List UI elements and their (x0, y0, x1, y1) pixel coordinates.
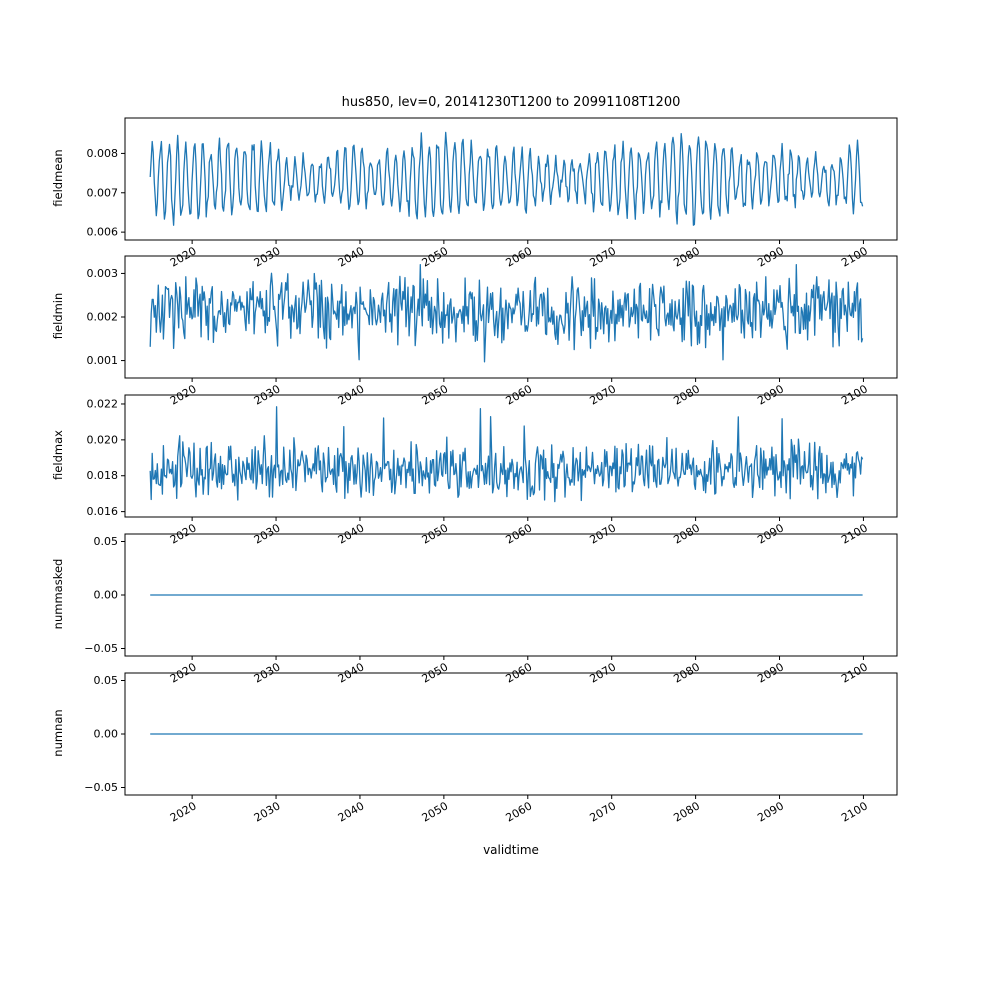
y-tick-label: −0.05 (84, 781, 118, 794)
x-tick-label: 2030 (252, 799, 283, 824)
x-tick-label: 2070 (587, 799, 618, 824)
x-tick-label: 2100 (839, 799, 870, 824)
ylabel-fieldmax: fieldmax (51, 430, 65, 480)
y-tick-label: 0.016 (87, 505, 119, 518)
y-tick-label: 0.05 (94, 535, 119, 548)
y-tick-label: 0.008 (87, 147, 119, 160)
x-tick-label: 2060 (504, 799, 535, 824)
chart-title: hus850, lev=0, 20141230T1200 to 20991108… (341, 95, 681, 110)
y-tick-label: 0.018 (87, 469, 119, 482)
y-tick-label: 0.003 (87, 267, 119, 280)
ylabel-numnan: numnan (51, 709, 65, 757)
x-tick-label: 2090 (755, 799, 786, 824)
y-tick-label: 0.05 (94, 674, 119, 687)
y-tick-label: 0.020 (87, 433, 119, 446)
x-tick-label: 2080 (671, 799, 702, 824)
y-tick-label: 0.001 (87, 354, 119, 367)
y-tick-label: 0.00 (94, 589, 119, 602)
xlabel: validtime (483, 843, 539, 857)
y-tick-label: 0.00 (94, 728, 119, 741)
series-line-fieldmean (149, 131, 864, 226)
x-tick-label: 2040 (336, 799, 367, 824)
y-tick-label: 0.007 (87, 186, 119, 199)
y-tick-label: 0.006 (87, 226, 119, 239)
ylabel-fieldmean: fieldmean (51, 149, 65, 207)
ylabel-fieldmin: fieldmin (51, 292, 65, 340)
axes-frame-fieldmean (124, 117, 898, 241)
x-tick-label: 2050 (420, 799, 451, 824)
axes-frame-fieldmax (124, 394, 898, 518)
y-tick-label: 0.002 (87, 311, 119, 324)
x-tick-label: 2020 (168, 799, 199, 824)
y-tick-label: 0.022 (87, 397, 119, 410)
ylabel-nummasked: nummasked (51, 558, 65, 630)
y-tick-label: −0.05 (84, 642, 118, 655)
series-line-fieldmin (149, 264, 864, 363)
series-line-fieldmax (149, 406, 864, 503)
